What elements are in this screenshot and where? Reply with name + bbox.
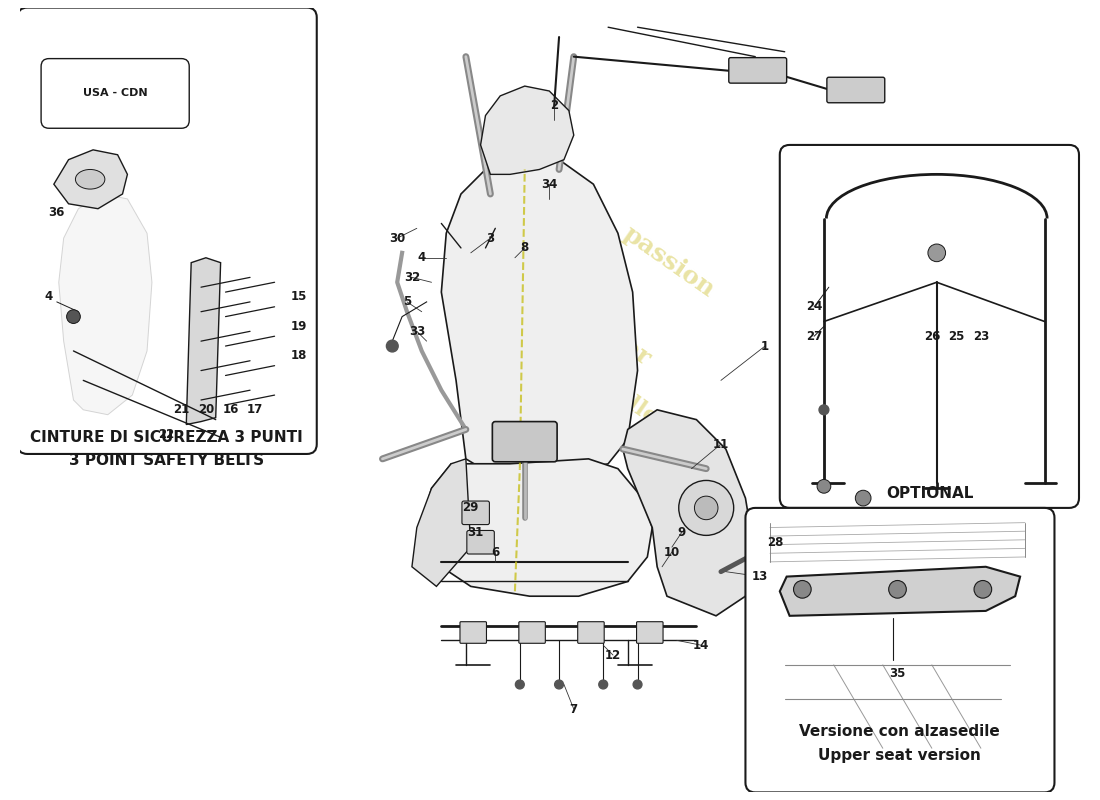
Text: Versione con alzasedile: Versione con alzasedile: [799, 724, 1000, 739]
Text: Upper seat version: Upper seat version: [818, 748, 981, 762]
Text: 5: 5: [403, 295, 411, 309]
Polygon shape: [411, 459, 471, 586]
Polygon shape: [623, 410, 756, 616]
Text: 21: 21: [174, 403, 189, 416]
FancyBboxPatch shape: [460, 622, 486, 643]
Circle shape: [793, 581, 811, 598]
Text: 22: 22: [158, 428, 175, 441]
Text: 36: 36: [48, 206, 65, 218]
Text: 29: 29: [463, 502, 478, 514]
Text: for: for: [608, 328, 656, 370]
Circle shape: [67, 310, 80, 323]
Text: 9: 9: [678, 526, 685, 539]
Text: 30: 30: [389, 232, 405, 245]
Text: excellence: excellence: [579, 362, 697, 454]
FancyBboxPatch shape: [729, 58, 786, 83]
Circle shape: [817, 479, 830, 493]
Polygon shape: [421, 459, 652, 596]
FancyBboxPatch shape: [41, 58, 189, 128]
Text: 1985: 1985: [618, 469, 720, 554]
Text: 1: 1: [761, 339, 769, 353]
Circle shape: [694, 496, 718, 520]
Text: 27: 27: [806, 330, 822, 342]
Circle shape: [554, 680, 563, 689]
Text: 15: 15: [290, 290, 307, 303]
Polygon shape: [441, 154, 638, 478]
Circle shape: [820, 405, 828, 414]
Text: OPTIONAL: OPTIONAL: [887, 486, 974, 501]
Polygon shape: [481, 86, 574, 174]
Text: 6: 6: [492, 546, 499, 558]
Text: 35: 35: [889, 667, 905, 680]
Circle shape: [598, 680, 607, 689]
Circle shape: [856, 490, 871, 506]
Text: 24: 24: [806, 300, 823, 314]
Text: 23: 23: [972, 330, 989, 342]
Circle shape: [889, 581, 906, 598]
FancyBboxPatch shape: [578, 622, 604, 643]
Text: 34: 34: [541, 178, 558, 190]
Text: 32: 32: [404, 271, 420, 284]
Text: 3: 3: [486, 232, 495, 245]
Text: 25: 25: [948, 330, 965, 342]
Polygon shape: [186, 258, 221, 425]
Text: 13: 13: [752, 570, 768, 583]
FancyBboxPatch shape: [780, 145, 1079, 508]
FancyBboxPatch shape: [746, 508, 1055, 792]
Text: 20: 20: [198, 403, 214, 416]
FancyBboxPatch shape: [462, 501, 490, 525]
Text: 16: 16: [222, 403, 239, 416]
Circle shape: [974, 581, 992, 598]
Text: 10: 10: [663, 546, 680, 558]
Text: 2: 2: [550, 99, 558, 112]
Text: 26: 26: [924, 330, 940, 342]
Text: 8: 8: [520, 242, 529, 254]
Circle shape: [634, 680, 642, 689]
Text: 11: 11: [713, 438, 729, 450]
Circle shape: [844, 478, 883, 518]
Text: 18: 18: [290, 350, 307, 362]
FancyBboxPatch shape: [827, 78, 884, 102]
Text: USA - CDN: USA - CDN: [84, 88, 148, 98]
Polygon shape: [780, 566, 1020, 616]
FancyBboxPatch shape: [18, 8, 317, 454]
Text: CINTURE DI SICUREZZA 3 PUNTI: CINTURE DI SICUREZZA 3 PUNTI: [31, 430, 303, 445]
FancyBboxPatch shape: [466, 530, 494, 554]
FancyBboxPatch shape: [519, 622, 546, 643]
Text: 31: 31: [468, 526, 484, 539]
Circle shape: [386, 340, 398, 352]
Text: 12: 12: [605, 649, 621, 662]
Text: 33: 33: [409, 325, 425, 338]
Text: 28: 28: [767, 536, 783, 549]
Text: 14: 14: [693, 638, 710, 652]
Ellipse shape: [76, 170, 104, 189]
Circle shape: [516, 680, 525, 689]
Text: 7: 7: [570, 702, 578, 715]
Polygon shape: [54, 150, 128, 209]
Text: 19: 19: [290, 320, 307, 333]
Text: passion: passion: [618, 222, 718, 302]
Text: 4: 4: [45, 290, 53, 303]
Circle shape: [928, 244, 946, 262]
Polygon shape: [58, 194, 152, 414]
FancyBboxPatch shape: [637, 622, 663, 643]
Text: 4: 4: [418, 251, 426, 264]
FancyBboxPatch shape: [493, 422, 557, 462]
Text: 3 POINT SAFETY BELTS: 3 POINT SAFETY BELTS: [69, 454, 264, 468]
Circle shape: [679, 481, 734, 535]
Text: 17: 17: [246, 403, 263, 416]
